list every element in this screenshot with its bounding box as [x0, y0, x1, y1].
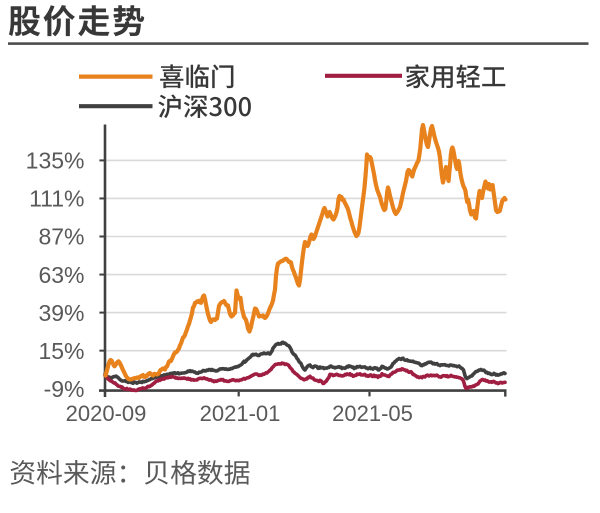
- svg-text:15%: 15%: [38, 338, 84, 364]
- svg-text:39%: 39%: [38, 300, 84, 326]
- svg-text:111%: 111%: [29, 186, 84, 212]
- svg-text:63%: 63%: [38, 262, 84, 288]
- svg-text:2021-01: 2021-01: [200, 401, 281, 426]
- svg-text:87%: 87%: [38, 224, 84, 250]
- svg-text:2020-09: 2020-09: [66, 401, 147, 426]
- svg-text:-9%: -9%: [44, 376, 85, 402]
- svg-text:135%: 135%: [26, 148, 85, 174]
- svg-text:2021-05: 2021-05: [332, 401, 413, 426]
